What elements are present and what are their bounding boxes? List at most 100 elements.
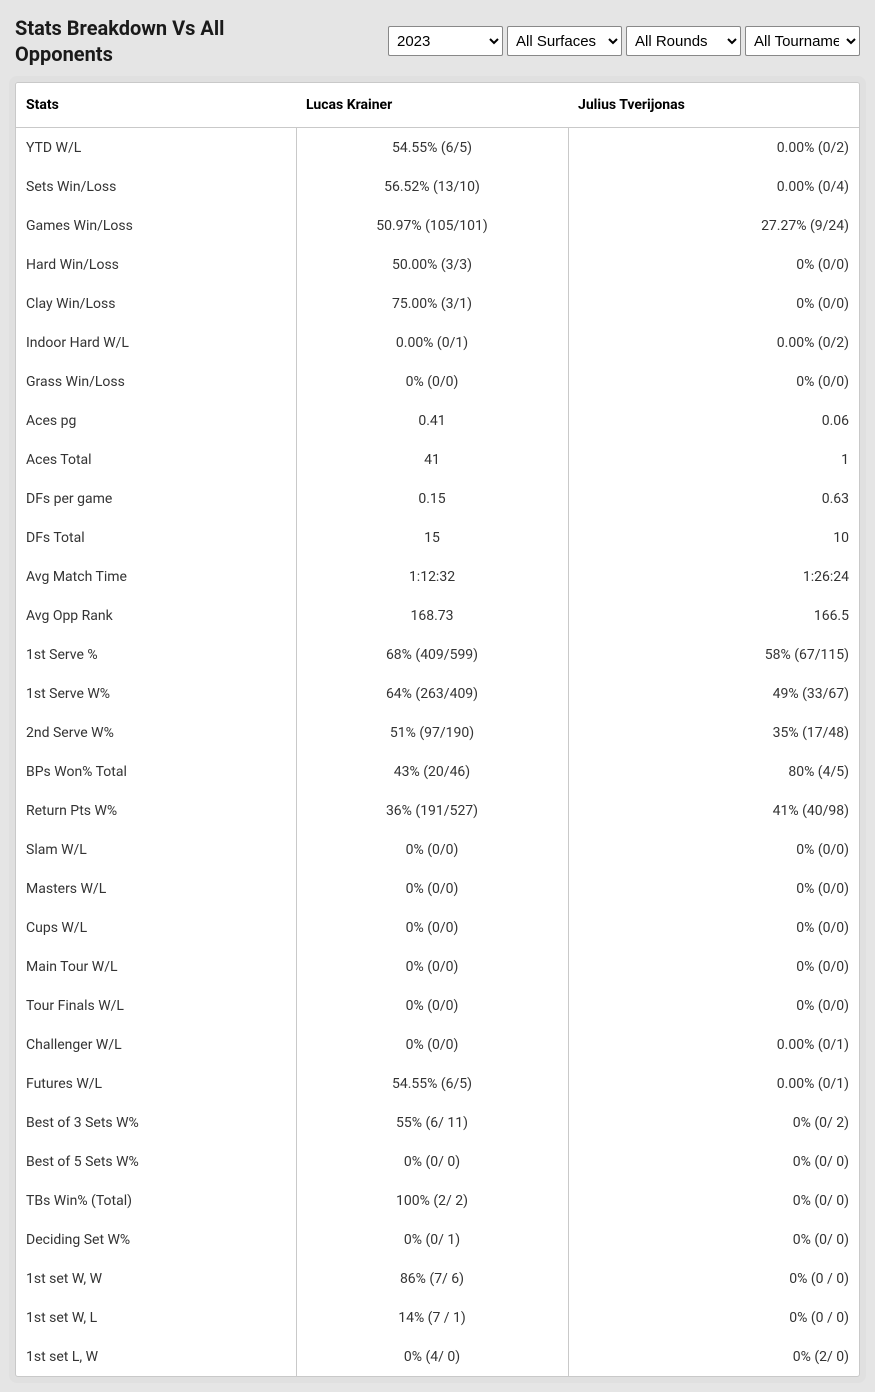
player2-value: 0% (0/0) <box>568 830 859 869</box>
player2-value: 0% (0/0) <box>568 986 859 1025</box>
player2-value: 0% (0/0) <box>568 284 859 323</box>
player2-value: 0% (0/ 0) <box>568 1181 859 1220</box>
player2-value: 0% (0/0) <box>568 869 859 908</box>
player2-value: 0% (0/0) <box>568 908 859 947</box>
player2-value: 1 <box>568 440 859 479</box>
table-row: 1st set W, L14% (7 / 1)0% (0 / 0) <box>16 1298 859 1337</box>
player1-value: 0% (0/0) <box>296 1025 568 1064</box>
player1-value: 1:12:32 <box>296 557 568 596</box>
player2-value: 0.00% (0/2) <box>568 323 859 362</box>
surface-select[interactable]: All Surfaces <box>507 26 622 56</box>
table-row: Slam W/L0% (0/0)0% (0/0) <box>16 830 859 869</box>
player1-value: 36% (191/527) <box>296 791 568 830</box>
player2-value: 0.00% (0/1) <box>568 1025 859 1064</box>
player2-value: 166.5 <box>568 596 859 635</box>
table-row: Aces Total411 <box>16 440 859 479</box>
player2-value: 0% (2/ 0) <box>568 1337 859 1376</box>
table-row: Indoor Hard W/L0.00% (0/1)0.00% (0/2) <box>16 323 859 362</box>
stat-label: Best of 3 Sets W% <box>16 1103 296 1142</box>
player2-value: 0% (0/ 0) <box>568 1220 859 1259</box>
stat-label: Games Win/Loss <box>16 206 296 245</box>
player2-value: 0% (0/0) <box>568 245 859 284</box>
stat-label: Indoor Hard W/L <box>16 323 296 362</box>
player1-value: 100% (2/ 2) <box>296 1181 568 1220</box>
stat-label: 1st Serve W% <box>16 674 296 713</box>
player2-value: 0% (0/ 2) <box>568 1103 859 1142</box>
player1-value: 51% (97/190) <box>296 713 568 752</box>
player1-value: 55% (6/ 11) <box>296 1103 568 1142</box>
player1-value: 56.52% (13/10) <box>296 167 568 206</box>
filter-bar: 2023 All Surfaces All Rounds All Tournam… <box>388 26 860 56</box>
player1-value: 14% (7 / 1) <box>296 1298 568 1337</box>
stat-label: Best of 5 Sets W% <box>16 1142 296 1181</box>
table-row: Tour Finals W/L0% (0/0)0% (0/0) <box>16 986 859 1025</box>
stat-label: 1st Serve % <box>16 635 296 674</box>
stat-label: BPs Won% Total <box>16 752 296 791</box>
stat-label: 1st set W, L <box>16 1298 296 1337</box>
player1-value: 50.00% (3/3) <box>296 245 568 284</box>
stat-label: Grass Win/Loss <box>16 362 296 401</box>
stat-label: 1st set L, W <box>16 1337 296 1376</box>
table-row: 2nd Serve W%51% (97/190)35% (17/48) <box>16 713 859 752</box>
player1-value: 41 <box>296 440 568 479</box>
table-row: Cups W/L0% (0/0)0% (0/0) <box>16 908 859 947</box>
player2-value: 0% (0/0) <box>568 947 859 986</box>
stat-label: Clay Win/Loss <box>16 284 296 323</box>
stat-label: Avg Match Time <box>16 557 296 596</box>
table-row: Avg Match Time1:12:321:26:24 <box>16 557 859 596</box>
player1-value: 0% (0/0) <box>296 362 568 401</box>
player1-value: 54.55% (6/5) <box>296 128 568 168</box>
table-row: Grass Win/Loss0% (0/0)0% (0/0) <box>16 362 859 401</box>
table-row: TBs Win% (Total)100% (2/ 2)0% (0/ 0) <box>16 1181 859 1220</box>
table-row: DFs Total1510 <box>16 518 859 557</box>
stat-label: Return Pts W% <box>16 791 296 830</box>
player1-value: 50.97% (105/101) <box>296 206 568 245</box>
table-row: Hard Win/Loss50.00% (3/3)0% (0/0) <box>16 245 859 284</box>
table-row: Return Pts W%36% (191/527)41% (40/98) <box>16 791 859 830</box>
player1-value: 0.00% (0/1) <box>296 323 568 362</box>
column-header-player1: Lucas Krainer <box>296 83 568 128</box>
stat-label: DFs per game <box>16 479 296 518</box>
table-row: Aces pg0.410.06 <box>16 401 859 440</box>
stat-label: 2nd Serve W% <box>16 713 296 752</box>
player1-value: 0% (0/ 1) <box>296 1220 568 1259</box>
table-row: Main Tour W/L0% (0/0)0% (0/0) <box>16 947 859 986</box>
player1-value: 54.55% (6/5) <box>296 1064 568 1103</box>
player2-value: 10 <box>568 518 859 557</box>
table-row: YTD W/L54.55% (6/5)0.00% (0/2) <box>16 128 859 168</box>
stat-label: Aces pg <box>16 401 296 440</box>
table-row: Games Win/Loss50.97% (105/101)27.27% (9/… <box>16 206 859 245</box>
player1-value: 0.41 <box>296 401 568 440</box>
stat-label: Deciding Set W% <box>16 1220 296 1259</box>
column-header-player2: Julius Tverijonas <box>568 83 859 128</box>
player1-value: 15 <box>296 518 568 557</box>
rounds-select[interactable]: All Rounds <box>626 26 741 56</box>
player2-value: 49% (33/67) <box>568 674 859 713</box>
stat-label: Slam W/L <box>16 830 296 869</box>
player1-value: 0% (0/ 0) <box>296 1142 568 1181</box>
stat-label: Hard Win/Loss <box>16 245 296 284</box>
table-row: Challenger W/L0% (0/0)0.00% (0/1) <box>16 1025 859 1064</box>
table-row: Sets Win/Loss56.52% (13/10)0.00% (0/4) <box>16 167 859 206</box>
player1-value: 68% (409/599) <box>296 635 568 674</box>
player2-value: 0.00% (0/1) <box>568 1064 859 1103</box>
table-row: 1st set L, W0% (4/ 0)0% (2/ 0) <box>16 1337 859 1376</box>
column-header-stats: Stats <box>16 83 296 128</box>
year-select[interactable]: 2023 <box>388 26 503 56</box>
stats-table: Stats Lucas Krainer Julius Tverijonas YT… <box>16 83 859 1376</box>
stat-label: DFs Total <box>16 518 296 557</box>
table-row: Avg Opp Rank168.73166.5 <box>16 596 859 635</box>
player2-value: 27.27% (9/24) <box>568 206 859 245</box>
tournaments-select[interactable]: All Tournaments <box>745 26 860 56</box>
player1-value: 0% (0/0) <box>296 986 568 1025</box>
table-row: 1st Serve %68% (409/599)58% (67/115) <box>16 635 859 674</box>
stat-label: Tour Finals W/L <box>16 986 296 1025</box>
player2-value: 58% (67/115) <box>568 635 859 674</box>
stats-table-container: Stats Lucas Krainer Julius Tverijonas YT… <box>15 82 860 1377</box>
table-row: Masters W/L0% (0/0)0% (0/0) <box>16 869 859 908</box>
table-row: 1st Serve W%64% (263/409)49% (33/67) <box>16 674 859 713</box>
stat-label: Futures W/L <box>16 1064 296 1103</box>
table-row: Clay Win/Loss75.00% (3/1)0% (0/0) <box>16 284 859 323</box>
player2-value: 35% (17/48) <box>568 713 859 752</box>
player2-value: 0% (0/0) <box>568 362 859 401</box>
